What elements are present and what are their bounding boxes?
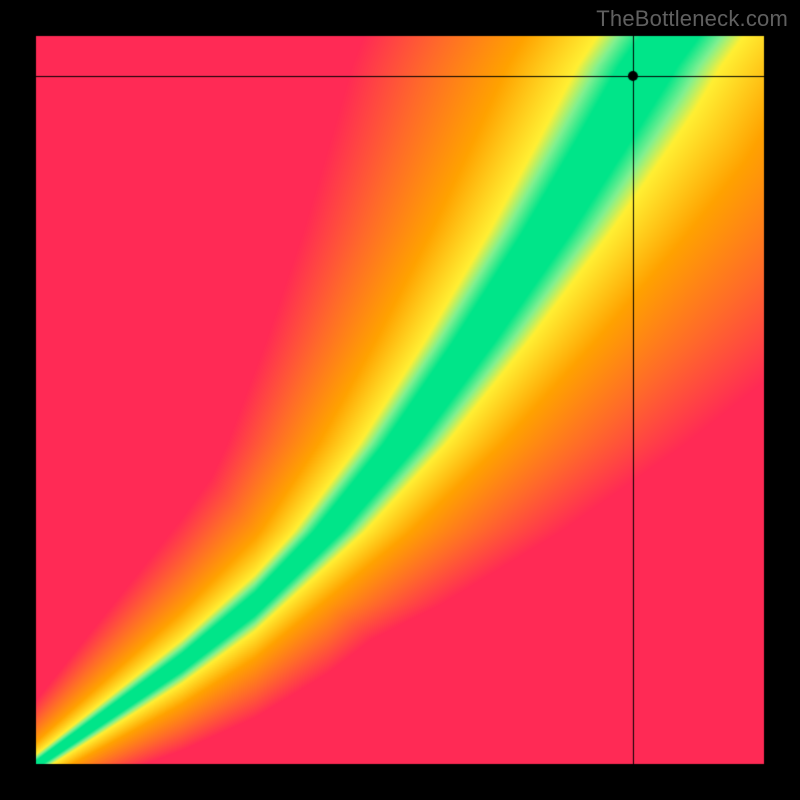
chart-container: TheBottleneck.com bbox=[0, 0, 800, 800]
watermark-label: TheBottleneck.com bbox=[596, 6, 788, 32]
heatmap-canvas bbox=[0, 0, 800, 800]
